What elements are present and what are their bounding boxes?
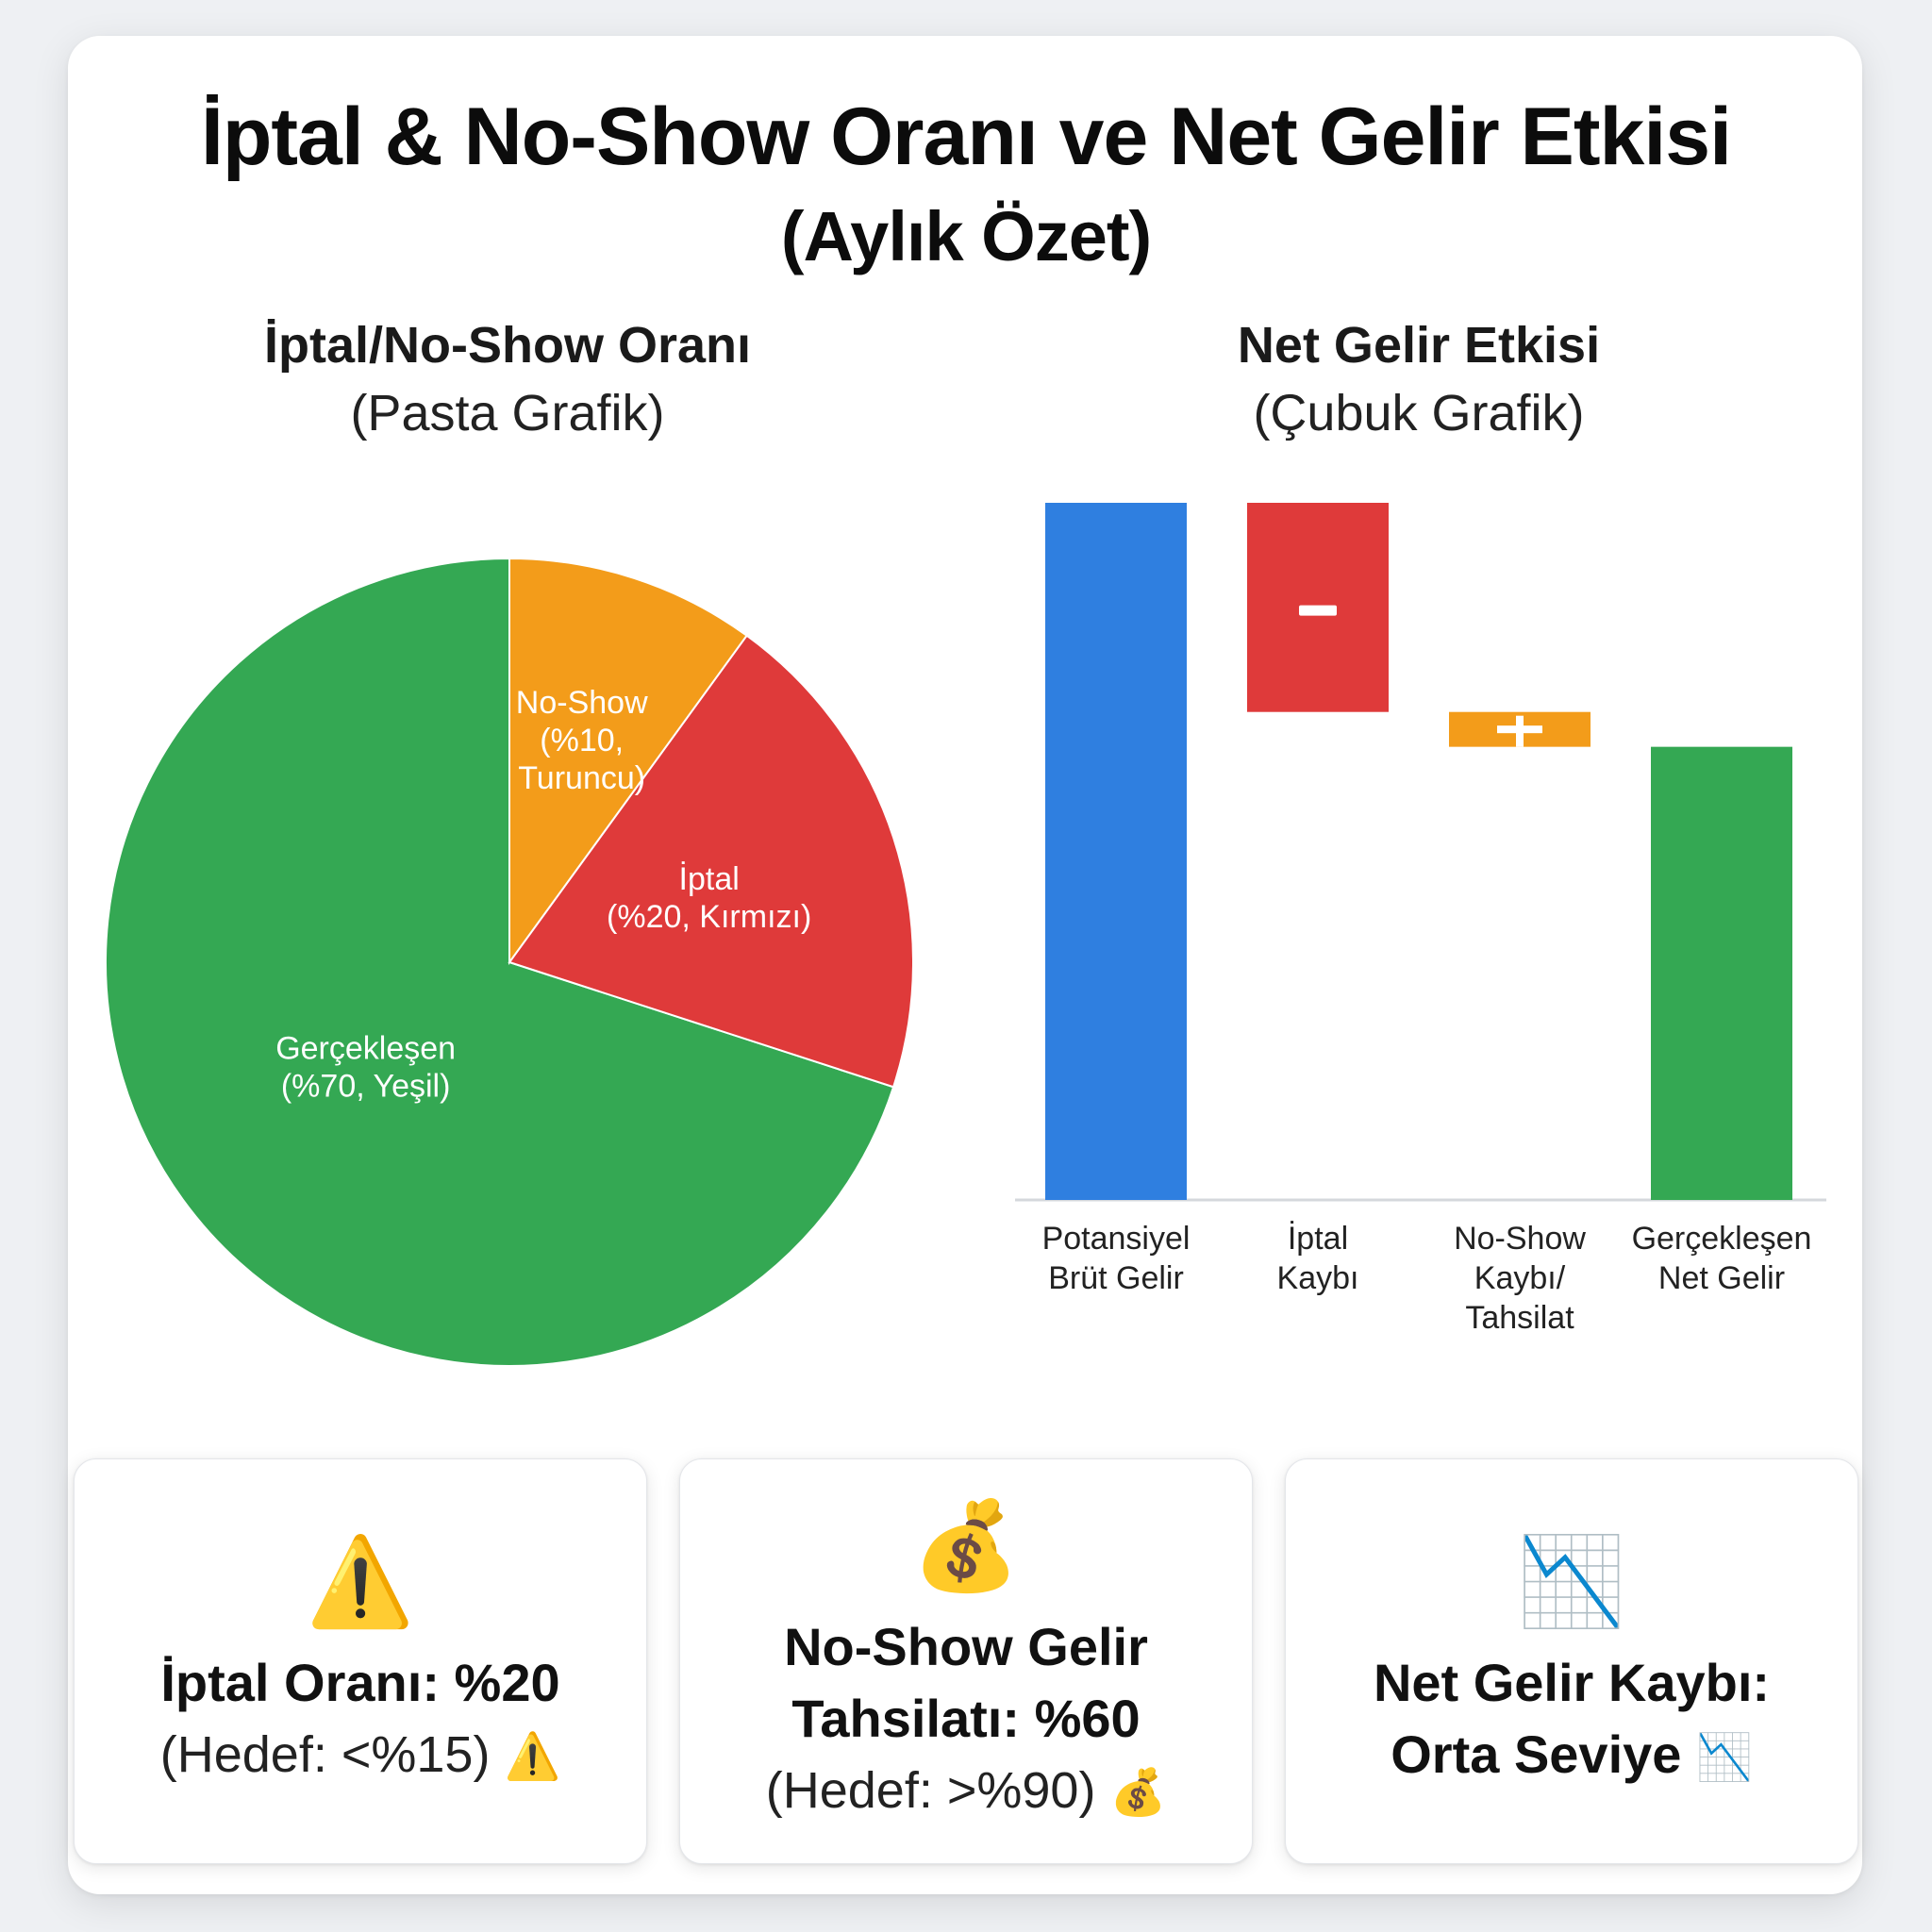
kpi-target: (Hedef: >%90) 💰 <box>766 1755 1166 1828</box>
kpi-value-line-2: Orta Seviye 📉 <box>1391 1719 1753 1793</box>
money-bag-icon: 💰 <box>911 1495 1021 1596</box>
kpi-value-line-1: Net Gelir Kaybı: <box>1373 1652 1771 1712</box>
kpi-target: (Hedef: <%15) ⚠️ <box>160 1719 560 1792</box>
kpi-target-text: (Hedef: >%90) <box>765 1762 1096 1819</box>
page-title: İptal & No-Show Oranı ve Net Gelir Etkis… <box>0 87 1932 287</box>
pie-label-0: Gerçekleşen (%70, Yeşil) <box>275 1031 456 1105</box>
main-title: İptal & No-Show Oranı ve Net Gelir Etkis… <box>200 92 1732 182</box>
pie-label-1: İptal (%20, Kırmızı) <box>607 861 811 935</box>
kpi-value-text: Orta Seviye <box>1391 1724 1682 1784</box>
pie-slice-0 <box>105 557 895 1367</box>
pie-subtitle: (Pasta Grafik) <box>350 385 665 441</box>
chart-decreasing-icon: 📉 <box>1517 1530 1626 1632</box>
x-tick-label-3: Gerçekleşen Net Gelir <box>1632 1221 1812 1296</box>
kpi-value: İptal Oranı: %20 <box>160 1653 560 1712</box>
bar-subtitle: (Çubuk Grafik) <box>1253 385 1585 441</box>
kpi-value-line-2: Tahsilatı: %60 <box>791 1689 1141 1748</box>
pie-slice-1 <box>508 634 914 1089</box>
main-subtitle: (Aylık Özet) <box>780 197 1152 275</box>
bar-chart: Potansiyel Brüt Gelir İptal Kaybı No-Show Kay… <box>1015 503 1826 1336</box>
warning-icon: ⚠️ <box>306 1531 415 1632</box>
bar-section-title: Net Gelir Etkisi (Çubuk Grafik) <box>1060 311 1777 447</box>
money-bag-icon: 💰 <box>1109 1766 1167 1819</box>
bar-title: Net Gelir Etkisi <box>1237 317 1601 374</box>
plus-icon-v <box>1516 715 1524 747</box>
kpi-value-line-1: No-Show Gelir <box>784 1617 1148 1676</box>
pie-title: İptal/No-Show Oranı <box>263 317 751 374</box>
kpi-target-text: (Hedef: <%15) <box>159 1726 491 1783</box>
pie-label-2: No-Show (%10, Turuncu) <box>516 685 648 796</box>
x-tick-label-1: İptal Kaybı <box>1277 1221 1359 1296</box>
kpi-card-cancel-rate: ⚠️ İptal Oranı: %20 (Hedef: <%15) ⚠️ <box>74 1458 647 1864</box>
minus-icon <box>1299 605 1337 616</box>
warning-icon: ⚠️ <box>504 1730 561 1783</box>
pie-slice-2 <box>508 557 748 966</box>
pie-section-title: İptal/No-Show Oranı (Pasta Grafik) <box>149 311 866 447</box>
x-tick-label-0: Potansiyel Brüt Gelir <box>1042 1221 1191 1296</box>
kpi-card-net-loss: 📉 Net Gelir Kaybı: Orta Seviye 📉 <box>1285 1458 1858 1864</box>
bar-0 <box>1045 503 1187 1200</box>
bar-3 <box>1651 746 1792 1200</box>
kpi-card-noshow-collection: 💰 No-Show Gelir Tahsilatı: %60 (Hedef: >… <box>679 1458 1253 1864</box>
x-tick-label-2: No-Show Kaybı/Tahsilat <box>1454 1221 1586 1336</box>
pie-chart: Gerçekleşen (%70, Yeşil) İptal (%20, Kırmız… <box>105 557 914 1367</box>
chart-decreasing-icon: 📉 <box>1696 1730 1753 1784</box>
